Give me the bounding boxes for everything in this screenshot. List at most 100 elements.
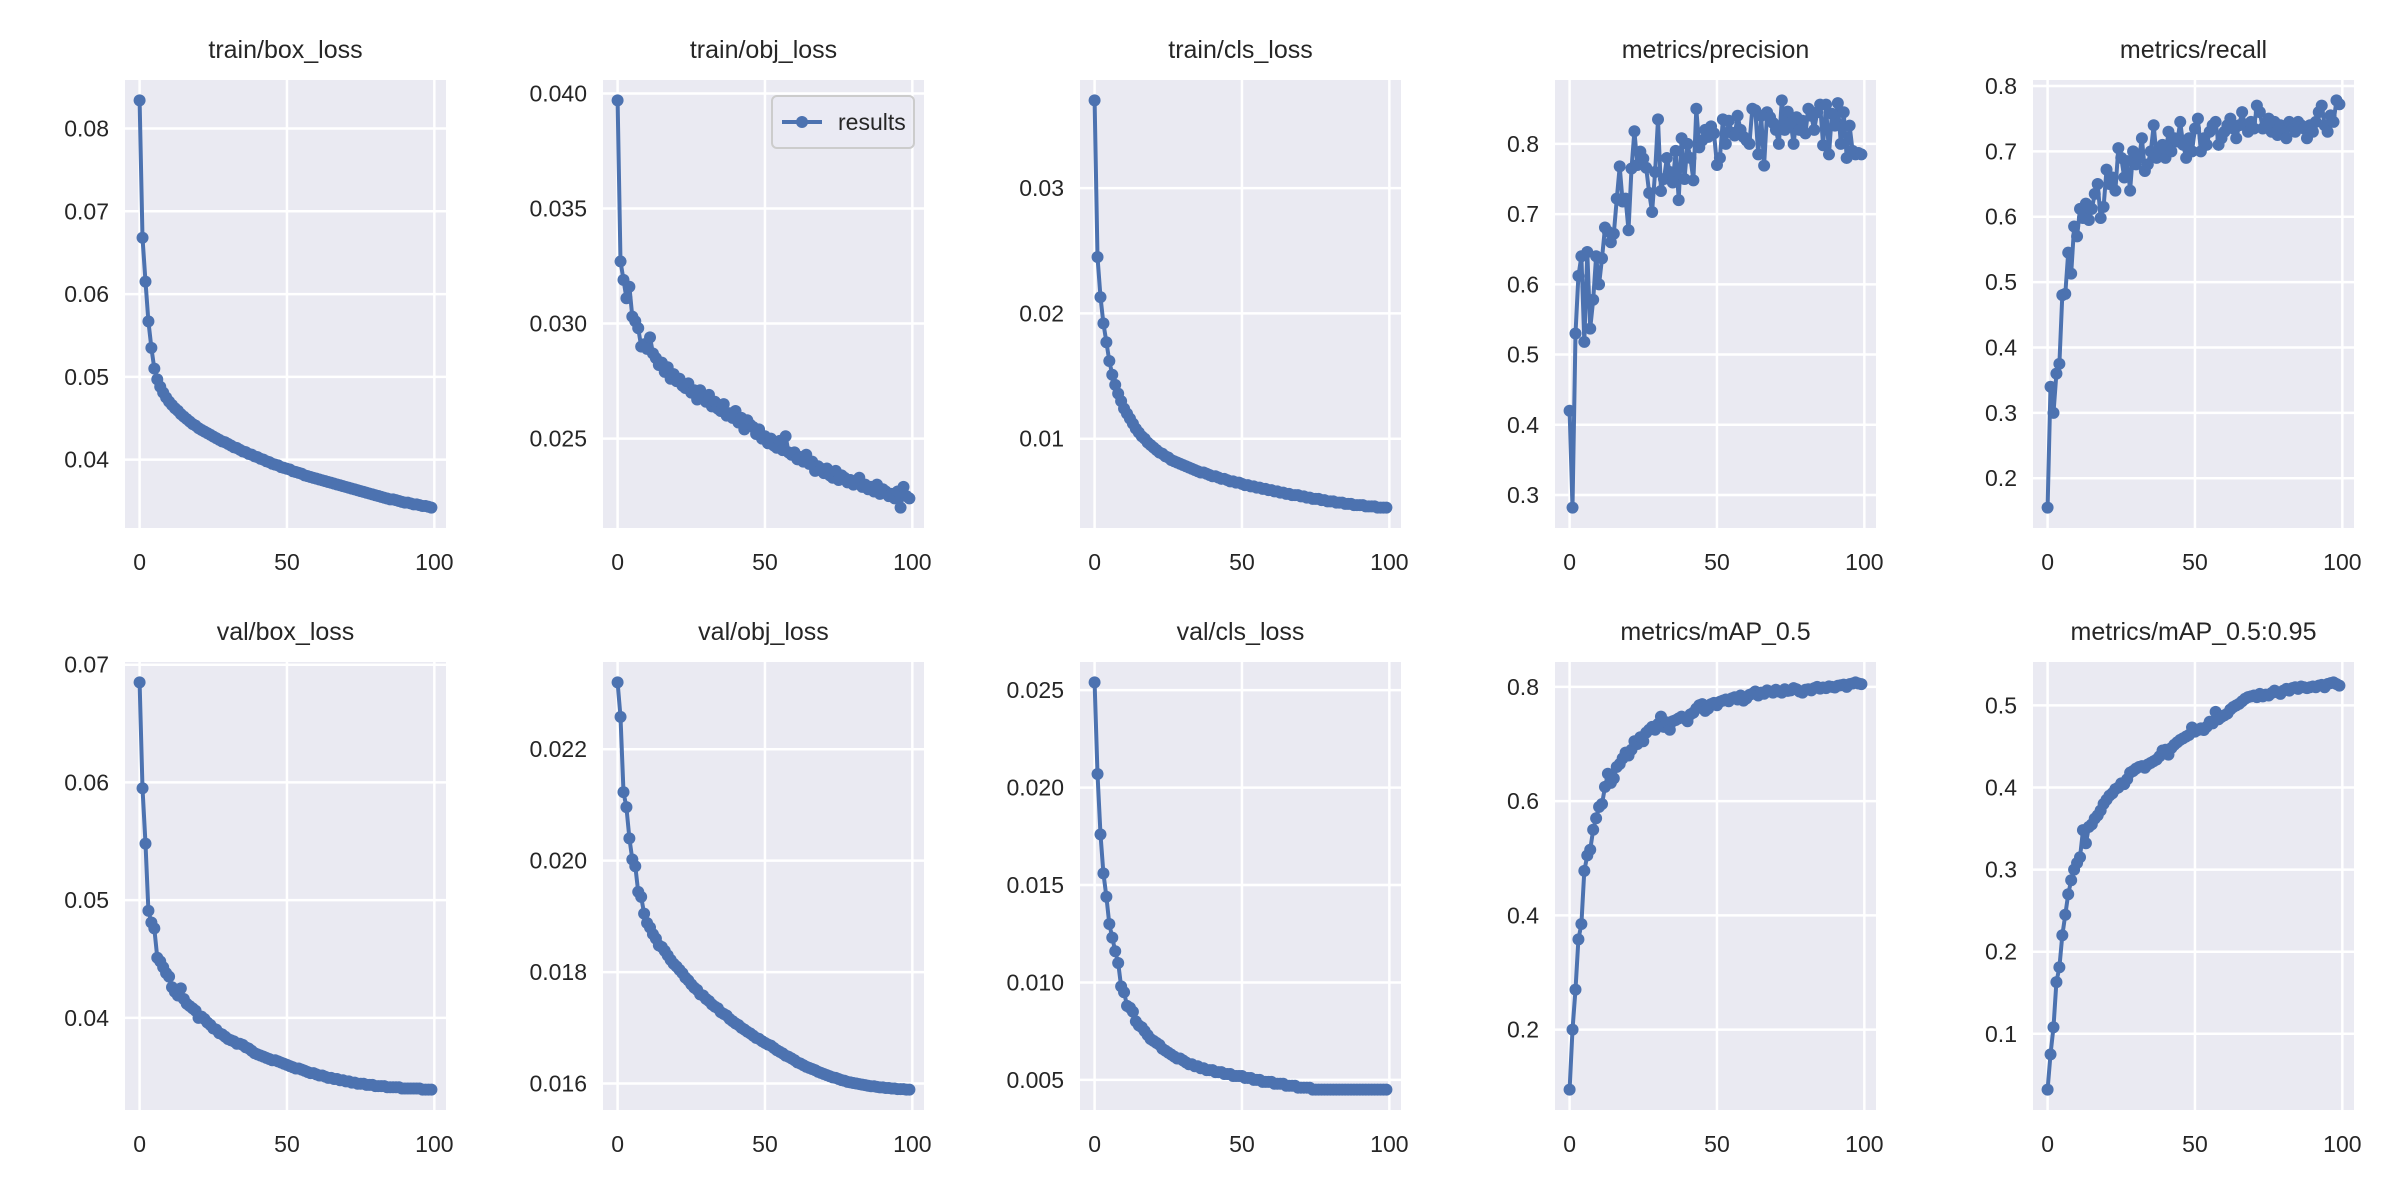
x-tick-label: 50 <box>1229 549 1255 575</box>
y-tick-label: 0.07 <box>64 652 109 678</box>
data-point <box>2082 213 2095 226</box>
subplot-train-box-loss: 0 50 100 0.04 0.05 0.06 0.07 0.08 train/box_loss <box>64 36 453 575</box>
y-tick-label: 0.03 <box>1019 175 1064 201</box>
x-tick-label: 0 <box>2041 549 2054 575</box>
data-point <box>1587 293 1600 306</box>
data-point <box>174 982 187 995</box>
data-point <box>1578 335 1591 348</box>
data-point <box>1817 139 1830 152</box>
data-point <box>2041 1083 2054 1096</box>
subplot-metrics-map-0-5-0-95: 0 50 100 0.1 0.2 0.3 0.4 0.5 metrics/mAP_0.5:0.9… <box>1985 618 2362 1157</box>
data-point <box>632 322 645 335</box>
y-tick-label: 0.5 <box>1985 692 2017 718</box>
x-tick-label: 100 <box>1845 1131 1883 1157</box>
x-tick-label: 0 <box>2041 1131 2054 1157</box>
data-point <box>1584 843 1597 856</box>
data-point <box>1100 890 1113 903</box>
data-point <box>620 292 633 305</box>
data-point <box>1596 252 1609 265</box>
data-point <box>2327 115 2340 128</box>
data-point <box>2109 184 2122 197</box>
data-point <box>2071 230 2084 243</box>
y-tick-label: 0.035 <box>529 196 587 222</box>
subplot-val-obj-loss: 0 50 100 0.016 0.018 0.020 0.022 val/obj_loss <box>529 618 931 1157</box>
data-point <box>1663 165 1676 178</box>
data-point <box>644 331 657 344</box>
legend-marker-icon <box>796 116 808 128</box>
data-point <box>894 501 907 514</box>
data-point <box>1094 828 1107 841</box>
subplot-title: metrics/mAP_0.5 <box>1620 618 1810 646</box>
y-tick-label: 0.05 <box>64 364 109 390</box>
data-point <box>2200 138 2213 151</box>
x-tick-label: 50 <box>274 549 300 575</box>
subplot-val-cls-loss: 0 50 100 0.005 0.010 0.015 0.020 0.025 val/cls_l… <box>1006 618 1408 1157</box>
data-point <box>133 94 146 107</box>
data-point <box>2230 132 2243 145</box>
data-point <box>903 492 916 505</box>
data-point <box>1643 187 1656 200</box>
data-point <box>2085 202 2098 215</box>
data-point <box>1646 206 1659 219</box>
data-point <box>1094 291 1107 304</box>
data-point <box>1834 137 1847 150</box>
data-point <box>611 94 624 107</box>
data-point <box>1796 114 1809 127</box>
data-point <box>1628 125 1641 138</box>
y-tick-label: 0.6 <box>1507 788 1539 814</box>
data-point <box>163 970 176 983</box>
data-point <box>1666 176 1679 189</box>
data-point <box>1118 986 1131 999</box>
data-point <box>2074 851 2087 864</box>
data-point <box>1769 123 1782 136</box>
data-point <box>1681 137 1694 150</box>
x-tick-label: 50 <box>1704 549 1730 575</box>
data-point <box>139 275 152 288</box>
y-tick-label: 0.07 <box>64 198 109 224</box>
axes-background <box>603 80 924 528</box>
y-tick-label: 0.2 <box>1507 1017 1539 1043</box>
data-point <box>145 341 158 354</box>
x-tick-label: 0 <box>1563 1131 1576 1157</box>
data-point <box>620 801 633 814</box>
y-tick-label: 0.6 <box>1507 271 1539 297</box>
subplot-title: train/obj_loss <box>690 36 837 64</box>
data-point <box>2053 961 2066 974</box>
data-point <box>425 1083 438 1096</box>
x-tick-label: 100 <box>1845 549 1883 575</box>
data-point <box>1684 151 1697 164</box>
data-point <box>2147 119 2160 132</box>
y-tick-label: 0.022 <box>529 736 587 762</box>
y-tick-label: 0.06 <box>64 281 109 307</box>
data-point <box>1607 772 1620 785</box>
data-point <box>1607 227 1620 240</box>
data-point <box>1831 97 1844 110</box>
data-point <box>2156 138 2169 151</box>
data-point <box>2118 171 2131 184</box>
x-tick-label: 50 <box>752 549 778 575</box>
data-point <box>1654 184 1667 197</box>
data-point <box>148 362 161 375</box>
data-point <box>1103 355 1116 368</box>
subplot-train-cls-loss: 0 50 100 0.01 0.02 0.03 train/cls_loss <box>1019 36 1408 575</box>
data-point <box>1112 956 1125 969</box>
subplot-title: metrics/mAP_0.5:0.95 <box>2071 618 2317 646</box>
data-point <box>1837 106 1850 119</box>
data-point <box>1808 123 1821 136</box>
legend: results <box>771 95 915 149</box>
data-point <box>1637 152 1650 165</box>
subplot-title: metrics/recall <box>2120 36 2267 64</box>
data-point <box>2065 874 2078 887</box>
data-point <box>1619 192 1632 205</box>
data-point <box>1613 160 1626 173</box>
y-tick-label: 0.3 <box>1985 400 2017 426</box>
subplot-val-box-loss: 0 50 100 0.04 0.05 0.06 0.07 val/box_loss <box>64 618 453 1157</box>
data-point <box>2088 187 2101 200</box>
subplot-metrics-recall: 0 50 100 0.2 0.3 0.4 0.5 0.6 0.7 0.8 metrics/recal… <box>1985 36 2362 575</box>
data-point <box>2224 112 2237 125</box>
data-point <box>1106 931 1119 944</box>
y-tick-label: 0.4 <box>1985 774 2017 800</box>
data-point <box>1669 144 1682 157</box>
x-tick-label: 0 <box>133 1131 146 1157</box>
data-point <box>2091 178 2104 191</box>
